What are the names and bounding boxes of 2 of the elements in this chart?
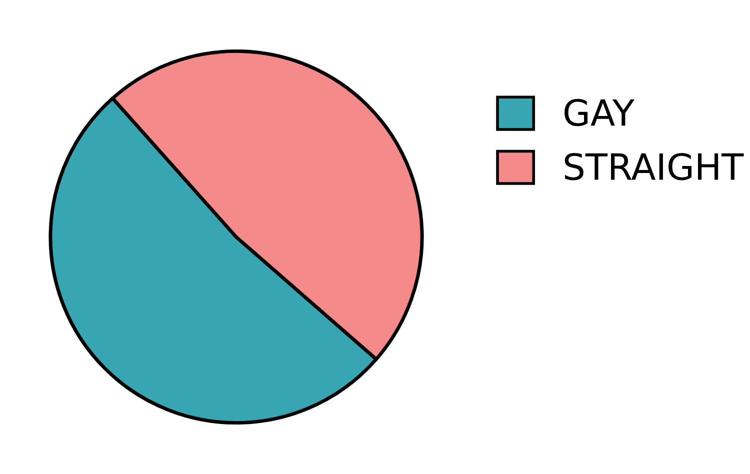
legend-label: STRAIGHT [564,152,744,180]
legend-label: GAY [564,98,635,126]
